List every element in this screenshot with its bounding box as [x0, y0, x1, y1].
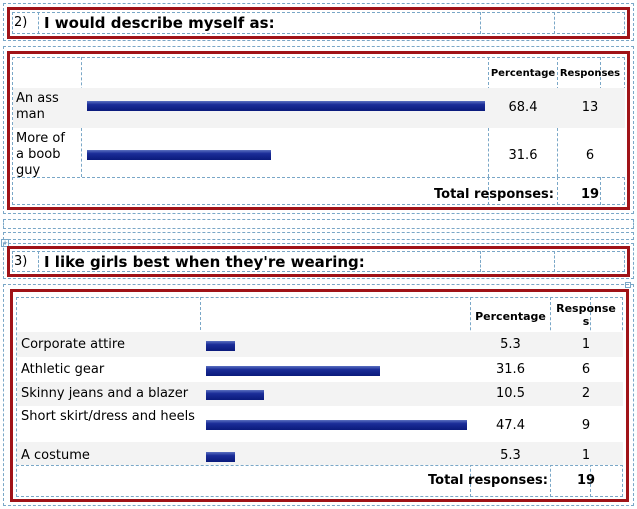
- question-title: I like girls best when they're wearing:: [44, 253, 365, 271]
- bar-an-ass-man: [87, 101, 485, 111]
- percentage-header: Percentage: [490, 68, 556, 79]
- total-responses-value: 19: [580, 187, 600, 202]
- resize-handle-icon[interactable]: [625, 282, 631, 288]
- q2-results-frame: Percentage Responses An ass man 68.4 13 …: [7, 51, 630, 210]
- row-responses: 2: [581, 386, 591, 401]
- bar-short-skirt-dress-and-heels: [206, 420, 467, 430]
- row-responses: 6: [585, 148, 595, 163]
- q3-header-frame: 3) I like girls best when they're wearin…: [7, 246, 630, 277]
- row-responses: 13: [581, 100, 599, 115]
- q3-results-frame: Percentage Responses Corporate attire 5.…: [10, 289, 629, 502]
- q3-header-outer: [3, 243, 634, 279]
- row-label: Short skirt/dress and heels: [21, 409, 195, 424]
- table-row: [17, 332, 623, 357]
- row-percentage: 68.4: [508, 100, 538, 115]
- q2-table-outer: [3, 46, 634, 214]
- row-percentage: 31.6: [508, 148, 538, 163]
- table-row: [17, 382, 623, 406]
- total-responses-label: Total responses:: [434, 187, 554, 202]
- spacer-row: [3, 219, 634, 229]
- row-label: Corporate attire: [21, 337, 125, 352]
- row-label: A costume: [21, 448, 90, 463]
- question-number: 3): [14, 254, 28, 269]
- bar-more-of-a-boob-guy: [87, 150, 271, 160]
- row-percentage: 10.5: [496, 386, 525, 401]
- row-label: Athletic gear: [21, 362, 105, 377]
- spacer-row: [3, 232, 634, 240]
- row-responses: 1: [581, 337, 591, 352]
- row-responses: 9: [581, 418, 591, 433]
- total-responses-label: Total responses:: [428, 473, 548, 488]
- row-label: An ass man: [16, 91, 59, 122]
- row-label: More of a boob guy: [16, 131, 65, 178]
- question-number: 2): [14, 15, 28, 30]
- question-title: I would describe myself as:: [44, 14, 275, 32]
- bar-athletic-gear: [206, 366, 380, 376]
- table-row: [17, 442, 623, 465]
- row-percentage: 5.3: [500, 337, 521, 352]
- q3-table-outer: [3, 284, 634, 506]
- responses-header: Responses: [559, 68, 621, 79]
- bar-skinny-jeans-and-a-blazer: [206, 390, 264, 400]
- q2-header-frame: 2) I would describe myself as:: [7, 7, 630, 39]
- row-responses: 6: [581, 362, 591, 377]
- row-label: Skinny jeans and a blazer: [21, 386, 189, 401]
- row-responses: 1: [581, 448, 591, 463]
- total-responses-value: 19: [576, 473, 596, 488]
- bar-corporate-attire: [206, 341, 235, 351]
- row-percentage: 47.4: [496, 418, 525, 433]
- percentage-header: Percentage: [475, 310, 546, 323]
- row-percentage: 31.6: [496, 362, 525, 377]
- responses-header: Responses: [556, 302, 616, 328]
- q2-header-outer: [3, 3, 634, 41]
- bar-a-costume: [206, 452, 235, 462]
- row-percentage: 5.3: [500, 448, 521, 463]
